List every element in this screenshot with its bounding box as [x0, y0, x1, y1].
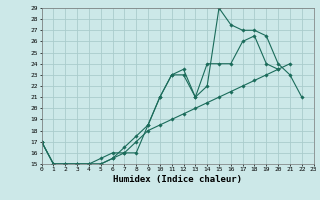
X-axis label: Humidex (Indice chaleur): Humidex (Indice chaleur) [113, 175, 242, 184]
